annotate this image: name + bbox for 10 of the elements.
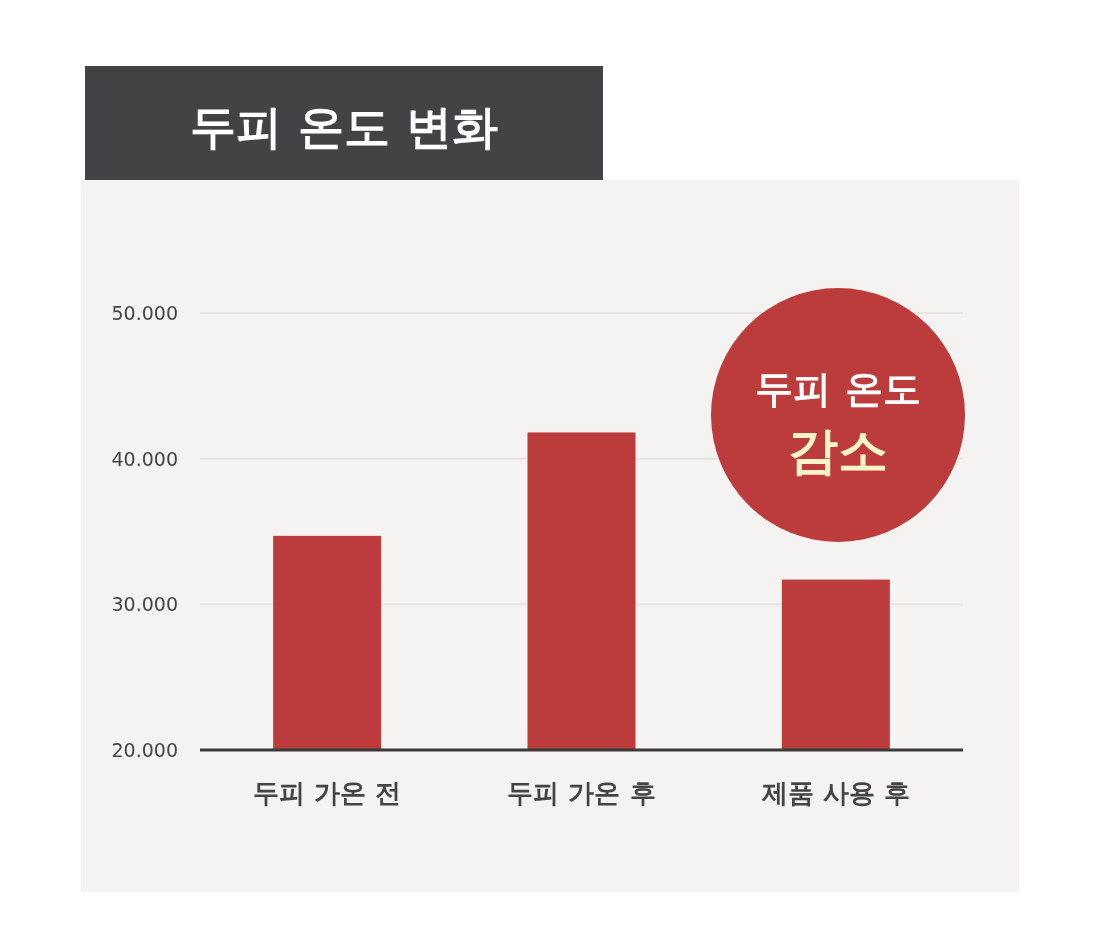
y-tick-label: 40.000 bbox=[111, 447, 178, 470]
x-tick-label: 제품 사용 후 bbox=[760, 778, 910, 808]
x-tick-label: 두피 가온 후 bbox=[507, 778, 656, 808]
chart-title: 두피 온도 변화 bbox=[189, 100, 499, 154]
y-tick-label: 50.000 bbox=[111, 302, 178, 324]
annotation: 두피 온도 bbox=[755, 367, 921, 411]
x-tick-label: 두피 가온 전 bbox=[253, 778, 402, 808]
y-tick-label: 20.000 bbox=[111, 739, 178, 761]
annotation: 감소 bbox=[788, 422, 888, 480]
y-tick-label: 30.000 bbox=[111, 593, 178, 616]
